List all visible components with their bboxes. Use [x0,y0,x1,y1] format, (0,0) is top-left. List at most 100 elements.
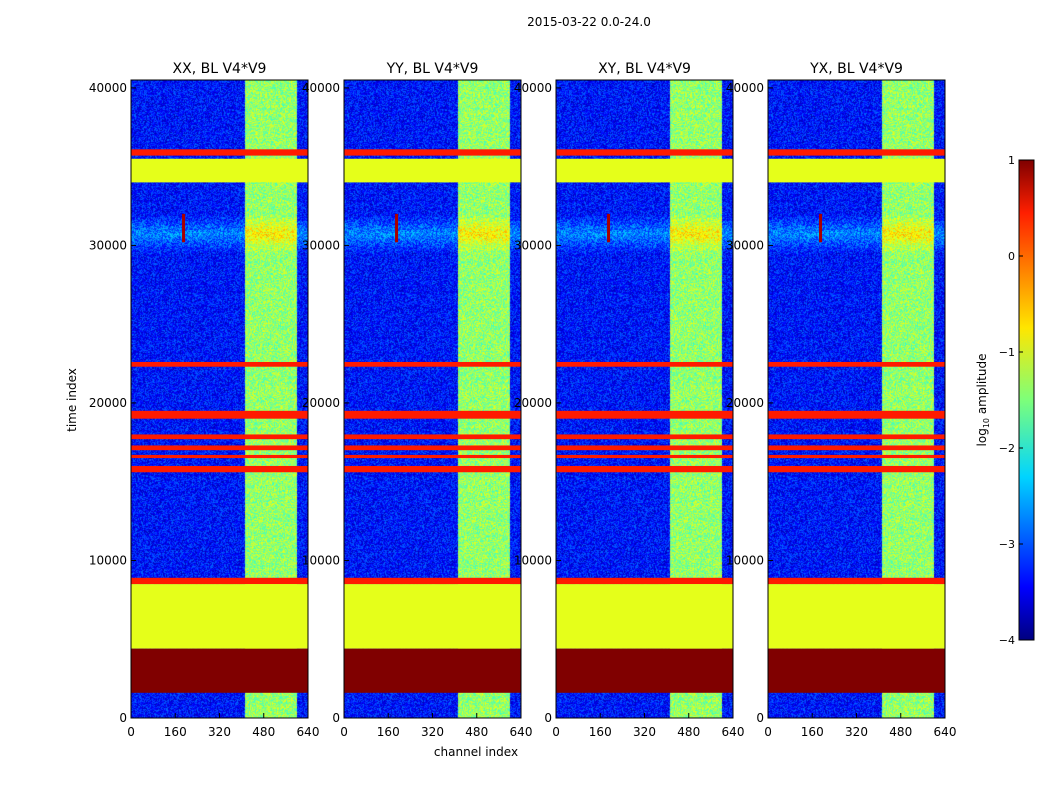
y-tick-label: 10000 [514,553,552,567]
band-6 [131,454,308,459]
band-3 [768,410,945,419]
band-2 [556,361,733,367]
y-tick-label: 40000 [302,81,340,95]
x-tick-label: 160 [589,725,612,739]
x-tick-label: 480 [677,725,700,739]
colorbar-tick-label: 0 [1008,250,1015,263]
band-5 [344,445,521,451]
y-tick-label: 20000 [302,396,340,410]
band-8 [556,577,733,585]
y-tick-label: 0 [544,711,552,725]
band-10 [344,648,521,693]
band-10 [556,648,733,693]
colorbar-tick-label: 1 [1008,154,1015,167]
band-4 [131,434,308,440]
band-5 [556,445,733,451]
band-1 [344,158,521,183]
x-tick-label: 320 [845,725,868,739]
band-9 [556,584,733,649]
colorbar-tick-label: −1 [999,346,1015,359]
band-5 [131,445,308,451]
colorbar-tick-label: −2 [999,442,1015,455]
y-tick-label: 40000 [726,81,764,95]
band-3 [344,410,521,419]
colorbar: −4 −3 −2 −1 0 1 log10 amplitude [975,154,1035,647]
band-9 [768,584,945,649]
x-tick-label: 640 [510,725,533,739]
x-tick-label: 640 [934,725,957,739]
band-0 [344,149,521,156]
x-tick-label: 640 [297,725,320,739]
band-10 [131,648,308,693]
band-8 [768,577,945,585]
x-tick-label: 320 [208,725,231,739]
y-tick-label: 10000 [89,553,127,567]
y-tick-label: 40000 [89,81,127,95]
band-3 [556,410,733,419]
x-tick-label: 0 [340,725,348,739]
band-8 [131,577,308,585]
band-0 [131,149,308,156]
band-2 [131,361,308,367]
y-tick-label: 10000 [726,553,764,567]
y-tick-label: 30000 [89,238,127,252]
band-3 [131,410,308,419]
band-10 [768,648,945,693]
band-6 [556,454,733,459]
band-1 [131,158,308,183]
band-8 [344,577,521,585]
y-tick-label: 0 [332,711,340,725]
y-tick-label: 30000 [726,238,764,252]
x-tick-label: 320 [633,725,656,739]
x-tick-label: 640 [722,725,745,739]
colorbar-gradient [1018,159,1035,641]
y-tick-label: 20000 [514,396,552,410]
rfi-spike [819,213,823,243]
y-tick-label: 40000 [514,81,552,95]
band-6 [768,454,945,459]
band-4 [344,434,521,440]
y-tick-label: 30000 [302,238,340,252]
panel-3: YX, BL V4*V9 0 160 320 480 640 0 10000 20000 3000… [726,61,957,739]
panel-1: YY, BL V4*V9 0 160 320 480 640 0 10000 20000 3000… [302,61,533,739]
panel-2: XY, BL V4*V9 0 160 320 480 640 0 10000 20000 3000… [514,61,745,739]
panel-title: YX, BL V4*V9 [809,61,903,77]
x-tick-label: 0 [552,725,560,739]
band-9 [131,584,308,649]
band-7 [344,465,521,473]
x-axis-label: channel index [434,745,518,759]
colorbar-label: log10 amplitude [975,354,991,447]
figure-suptitle: 2015-03-22 0.0-24.0 [527,15,651,29]
colorbar-tick-label: −4 [999,634,1015,647]
x-tick-label: 160 [377,725,400,739]
y-tick-label: 10000 [302,553,340,567]
x-tick-label: 0 [127,725,135,739]
x-tick-label: 320 [421,725,444,739]
panel-title: YY, BL V4*V9 [386,61,479,77]
band-7 [768,465,945,473]
x-tick-label: 480 [465,725,488,739]
band-7 [556,465,733,473]
band-4 [556,434,733,440]
x-tick-label: 480 [889,725,912,739]
x-tick-label: 160 [801,725,824,739]
rfi-spike [395,213,399,243]
y-tick-label: 30000 [514,238,552,252]
x-tick-label: 480 [252,725,275,739]
rfi-spike [182,213,186,243]
x-tick-label: 0 [764,725,772,739]
y-tick-label: 20000 [726,396,764,410]
band-0 [768,149,945,156]
panel-0: XX, BL V4*V9 0 160 320 480 640 0 10000 20000 3000… [89,61,320,739]
colorbar-tick-label: −3 [999,538,1015,551]
band-5 [768,445,945,451]
rfi-spike [607,213,611,243]
heatmap-panels: XX, BL V4*V9 0 160 320 480 640 0 10000 20000 3000… [89,61,957,739]
band-4 [768,434,945,440]
band-6 [344,454,521,459]
band-2 [344,361,521,367]
x-tick-label: 160 [164,725,187,739]
band-0 [556,149,733,156]
band-1 [768,158,945,183]
